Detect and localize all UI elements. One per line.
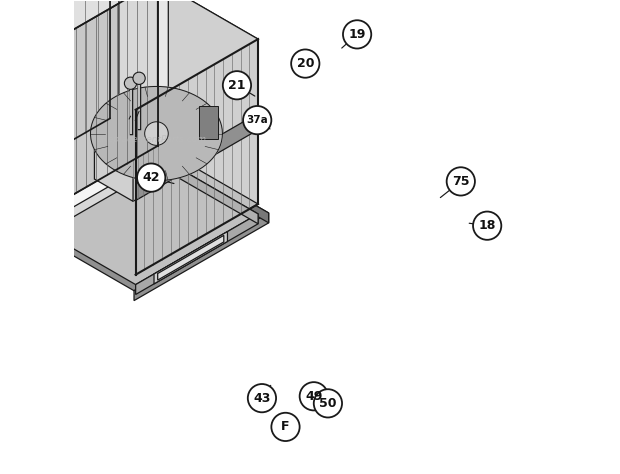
Polygon shape <box>0 0 157 52</box>
Circle shape <box>299 382 328 410</box>
Circle shape <box>243 106 272 134</box>
Polygon shape <box>119 0 157 146</box>
Polygon shape <box>168 162 258 224</box>
Text: 20: 20 <box>296 57 314 70</box>
Circle shape <box>248 384 276 412</box>
Circle shape <box>446 167 475 196</box>
Text: 75: 75 <box>452 175 469 188</box>
Text: 50: 50 <box>319 397 337 410</box>
Text: 49: 49 <box>305 390 322 403</box>
Circle shape <box>314 389 342 418</box>
Text: eReplacementParts.com: eReplacementParts.com <box>97 135 207 144</box>
Polygon shape <box>46 0 258 110</box>
Polygon shape <box>35 156 268 291</box>
Polygon shape <box>0 0 110 11</box>
Text: 42: 42 <box>143 171 160 184</box>
Text: 19: 19 <box>348 28 366 41</box>
Polygon shape <box>134 213 268 301</box>
Polygon shape <box>157 236 224 280</box>
Polygon shape <box>136 214 258 294</box>
Bar <box>199 106 218 139</box>
Polygon shape <box>170 156 268 223</box>
Circle shape <box>272 413 299 441</box>
Text: 21: 21 <box>228 79 246 92</box>
Polygon shape <box>46 152 258 275</box>
Circle shape <box>473 211 502 240</box>
Polygon shape <box>35 0 157 217</box>
Polygon shape <box>0 0 110 189</box>
Polygon shape <box>46 162 258 284</box>
Polygon shape <box>168 0 258 204</box>
Text: 18: 18 <box>479 219 496 232</box>
Circle shape <box>133 72 145 84</box>
Circle shape <box>223 71 251 100</box>
Text: 43: 43 <box>253 392 270 405</box>
Polygon shape <box>136 39 258 275</box>
Text: F: F <box>281 420 290 433</box>
Circle shape <box>291 49 319 78</box>
Polygon shape <box>69 0 110 118</box>
Polygon shape <box>94 138 133 201</box>
Circle shape <box>137 164 166 192</box>
Polygon shape <box>91 86 223 181</box>
Circle shape <box>125 77 136 90</box>
Text: 37a: 37a <box>246 115 268 125</box>
Circle shape <box>144 122 168 146</box>
Polygon shape <box>136 113 258 201</box>
Polygon shape <box>133 146 157 201</box>
Polygon shape <box>46 58 136 275</box>
Polygon shape <box>154 232 228 284</box>
Polygon shape <box>0 0 110 24</box>
Circle shape <box>343 20 371 48</box>
